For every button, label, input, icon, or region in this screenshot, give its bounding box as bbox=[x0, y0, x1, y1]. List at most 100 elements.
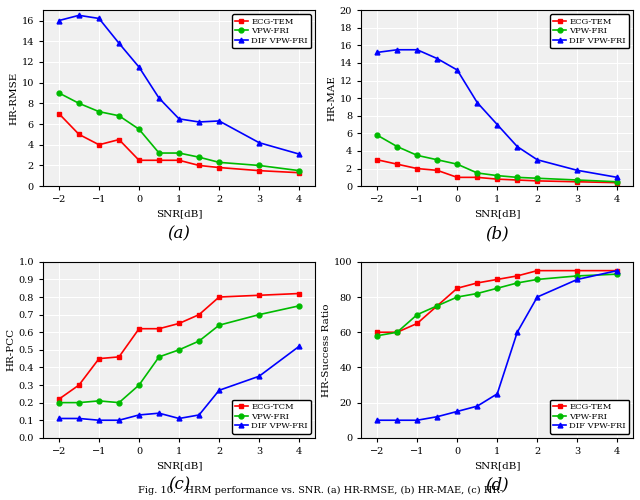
VPW-FRI bbox=[493, 172, 501, 178]
VPW-FRI bbox=[533, 276, 541, 282]
ECG-TCM bbox=[295, 290, 303, 296]
ECG-TEM bbox=[513, 177, 521, 183]
VPW-FRI bbox=[433, 157, 441, 163]
DIF VPW-FRI bbox=[156, 95, 163, 101]
Legend: ECG-TEM, VPW-FRI, DIF VPW-FRI: ECG-TEM, VPW-FRI, DIF VPW-FRI bbox=[550, 400, 629, 434]
ECG-TEM bbox=[614, 180, 621, 186]
DIF VPW-FRI bbox=[413, 417, 421, 423]
DIF VPW-FRI bbox=[295, 151, 303, 157]
VPW-FRI bbox=[95, 108, 103, 114]
ECG-TEM bbox=[493, 276, 501, 282]
VPW-FRI bbox=[614, 271, 621, 277]
VPW-FRI bbox=[474, 170, 481, 176]
ECG-TEM bbox=[433, 168, 441, 173]
ECG-TCM bbox=[95, 356, 103, 362]
ECG-TCM bbox=[215, 294, 223, 300]
VPW-FRI bbox=[156, 354, 163, 360]
VPW-FRI bbox=[513, 280, 521, 286]
ECG-TEM bbox=[474, 174, 481, 180]
DIF VPW-FRI bbox=[513, 329, 521, 335]
Line: ECG-TCM: ECG-TCM bbox=[56, 291, 301, 402]
DIF VPW-FRI bbox=[255, 140, 263, 145]
ECG-TEM bbox=[255, 168, 263, 173]
ECG-TEM bbox=[373, 157, 381, 163]
Text: Fig. 10.   HRM performance vs. SNR. (a) HR-RMSE, (b) HR-MAE, (c) HR-: Fig. 10. HRM performance vs. SNR. (a) HR… bbox=[138, 486, 502, 495]
VPW-FRI bbox=[255, 312, 263, 318]
ECG-TEM bbox=[156, 158, 163, 164]
ECG-TCM bbox=[55, 396, 63, 402]
DIF VPW-FRI bbox=[533, 157, 541, 163]
DIF VPW-FRI bbox=[394, 417, 401, 423]
VPW-FRI bbox=[413, 152, 421, 158]
VPW-FRI bbox=[474, 290, 481, 296]
VPW-FRI bbox=[55, 90, 63, 96]
VPW-FRI bbox=[135, 382, 143, 388]
VPW-FRI bbox=[75, 400, 83, 406]
X-axis label: SNR[dB]: SNR[dB] bbox=[474, 462, 520, 470]
VPW-FRI bbox=[573, 273, 581, 279]
VPW-FRI bbox=[55, 400, 63, 406]
DIF VPW-FRI bbox=[195, 412, 203, 418]
Line: ECG-TEM: ECG-TEM bbox=[56, 112, 301, 175]
ECG-TEM bbox=[413, 166, 421, 172]
ECG-TEM bbox=[533, 178, 541, 184]
DIF VPW-FRI bbox=[55, 18, 63, 24]
DIF VPW-FRI bbox=[75, 416, 83, 422]
DIF VPW-FRI bbox=[493, 391, 501, 397]
Text: (d): (d) bbox=[485, 476, 509, 494]
Text: (c): (c) bbox=[168, 476, 190, 494]
DIF VPW-FRI bbox=[474, 100, 481, 105]
VPW-FRI bbox=[433, 303, 441, 309]
DIF VPW-FRI bbox=[215, 118, 223, 124]
Legend: ECG-TCM, VPW-FRI, DIF VPW-FRI: ECG-TCM, VPW-FRI, DIF VPW-FRI bbox=[232, 400, 311, 434]
Legend: ECG-TEM, VPW-FRI, DIF VPW-FRI: ECG-TEM, VPW-FRI, DIF VPW-FRI bbox=[232, 14, 311, 48]
DIF VPW-FRI bbox=[513, 144, 521, 150]
DIF VPW-FRI bbox=[573, 168, 581, 173]
DIF VPW-FRI bbox=[135, 412, 143, 418]
ECG-TEM bbox=[175, 158, 183, 164]
VPW-FRI bbox=[453, 161, 461, 167]
Y-axis label: HR-RMSE: HR-RMSE bbox=[10, 72, 19, 125]
DIF VPW-FRI bbox=[493, 122, 501, 128]
Text: (b): (b) bbox=[485, 225, 509, 242]
Line: DIF VPW-FRI: DIF VPW-FRI bbox=[56, 344, 301, 422]
VPW-FRI bbox=[75, 100, 83, 106]
DIF VPW-FRI bbox=[453, 408, 461, 414]
DIF VPW-FRI bbox=[55, 416, 63, 422]
ECG-TEM bbox=[513, 273, 521, 279]
ECG-TEM bbox=[295, 170, 303, 175]
Legend: ECG-TEM, VPW-FRI, DIF VPW-FRI: ECG-TEM, VPW-FRI, DIF VPW-FRI bbox=[550, 14, 629, 48]
ECG-TEM bbox=[394, 329, 401, 335]
X-axis label: SNR[dB]: SNR[dB] bbox=[474, 210, 520, 218]
ECG-TCM bbox=[75, 382, 83, 388]
VPW-FRI bbox=[215, 160, 223, 166]
VPW-FRI bbox=[373, 333, 381, 339]
Line: VPW-FRI: VPW-FRI bbox=[374, 272, 620, 338]
VPW-FRI bbox=[115, 113, 123, 119]
DIF VPW-FRI bbox=[135, 64, 143, 70]
VPW-FRI bbox=[156, 150, 163, 156]
Line: ECG-TEM: ECG-TEM bbox=[374, 158, 620, 185]
DIF VPW-FRI bbox=[195, 119, 203, 125]
Text: (a): (a) bbox=[168, 225, 191, 242]
Line: VPW-FRI: VPW-FRI bbox=[56, 304, 301, 405]
X-axis label: SNR[dB]: SNR[dB] bbox=[156, 462, 202, 470]
VPW-FRI bbox=[394, 329, 401, 335]
Line: ECG-TEM: ECG-TEM bbox=[374, 268, 620, 334]
ECG-TEM bbox=[614, 268, 621, 274]
VPW-FRI bbox=[493, 285, 501, 291]
DIF VPW-FRI bbox=[453, 67, 461, 73]
VPW-FRI bbox=[614, 179, 621, 185]
VPW-FRI bbox=[453, 294, 461, 300]
VPW-FRI bbox=[255, 162, 263, 168]
DIF VPW-FRI bbox=[115, 417, 123, 423]
DIF VPW-FRI bbox=[373, 417, 381, 423]
DIF VPW-FRI bbox=[433, 414, 441, 420]
VPW-FRI bbox=[175, 150, 183, 156]
ECG-TCM bbox=[175, 320, 183, 326]
VPW-FRI bbox=[513, 174, 521, 180]
DIF VPW-FRI bbox=[614, 174, 621, 180]
ECG-TEM bbox=[533, 268, 541, 274]
DIF VPW-FRI bbox=[175, 116, 183, 122]
ECG-TEM bbox=[453, 285, 461, 291]
